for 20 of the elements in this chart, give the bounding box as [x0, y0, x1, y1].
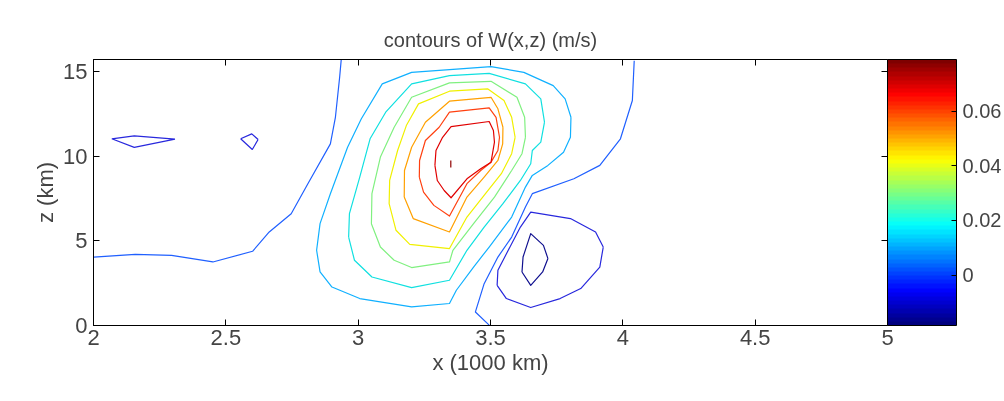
line-series	[474, 60, 635, 326]
x-tick-label: 2	[87, 324, 100, 350]
y-tick-label: 0	[75, 313, 88, 338]
y-tick-label: 5	[75, 228, 88, 254]
y-tick-label: 15	[63, 58, 88, 84]
x-tick-label: 5	[881, 324, 894, 350]
chart-title: contours of W(x,z) (m/s)	[383, 28, 598, 51]
x-tick-label: 3	[352, 324, 365, 350]
color-bar-label: 0.04	[962, 154, 1002, 177]
line-series	[93, 59, 342, 263]
x-tick-label: 4.5	[739, 324, 771, 350]
color-bar-label: 0	[962, 264, 974, 287]
x-axis-title: x (1000 km)	[432, 349, 549, 375]
color-bar-label: 0.02	[962, 209, 1002, 232]
x-tick-label: 4	[616, 324, 629, 350]
x-tick-label: 3.5	[475, 324, 506, 350]
y-axis-title: z (km)	[33, 161, 59, 224]
x-tick-label: 2.5	[210, 324, 242, 350]
color-bar-label: 0.06	[962, 100, 1002, 123]
y-tick-label: 10	[63, 143, 88, 169]
